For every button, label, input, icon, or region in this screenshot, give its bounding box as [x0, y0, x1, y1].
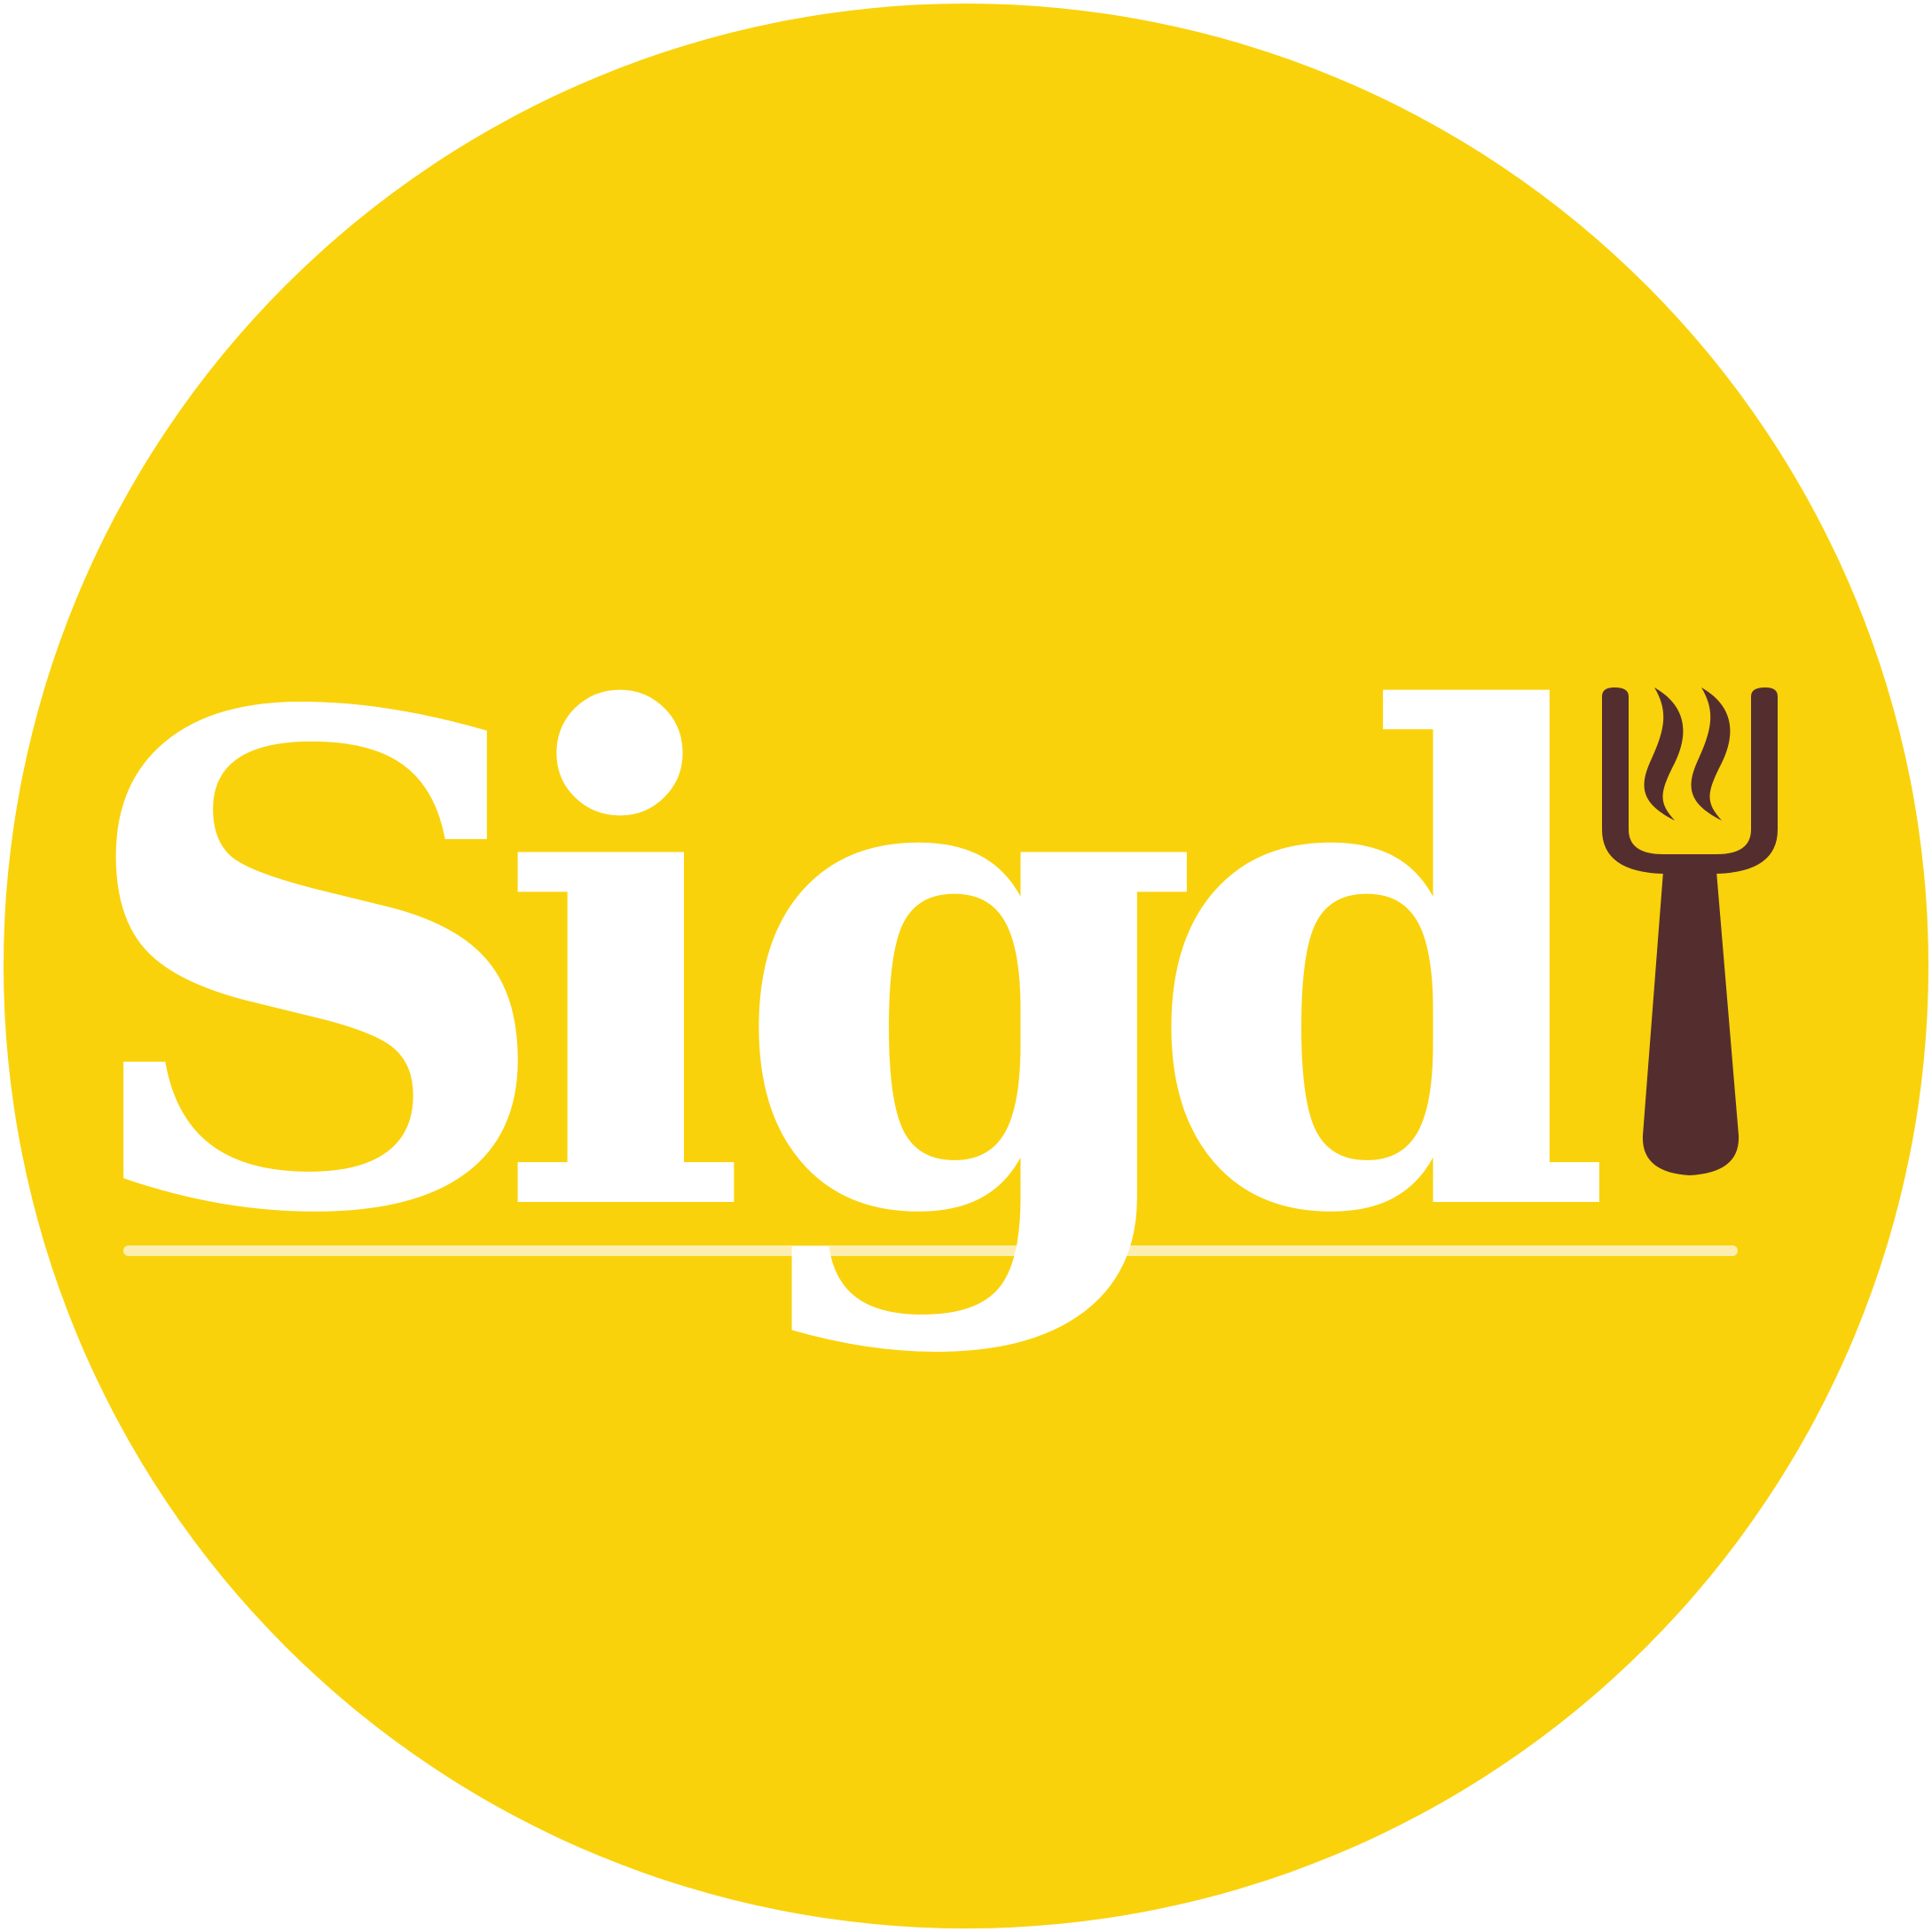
wordmark-letter-s: S: [72, 569, 559, 1362]
fork-head: [1602, 687, 1778, 874]
fork-handle: [1642, 871, 1740, 1175]
fork-with-steam-icon: [1602, 687, 1778, 1175]
wordmark-letter-g: g: [731, 569, 1202, 1362]
wordmark-letter-i: i: [495, 569, 751, 1362]
steam-wisp-left: [1644, 687, 1684, 821]
wordmark: S i g d: [72, 569, 1615, 1362]
steam-wisp-right: [1691, 687, 1731, 821]
wordmark-letter-d: d: [1143, 569, 1614, 1362]
yellow-disc: [4, 4, 1928, 1928]
